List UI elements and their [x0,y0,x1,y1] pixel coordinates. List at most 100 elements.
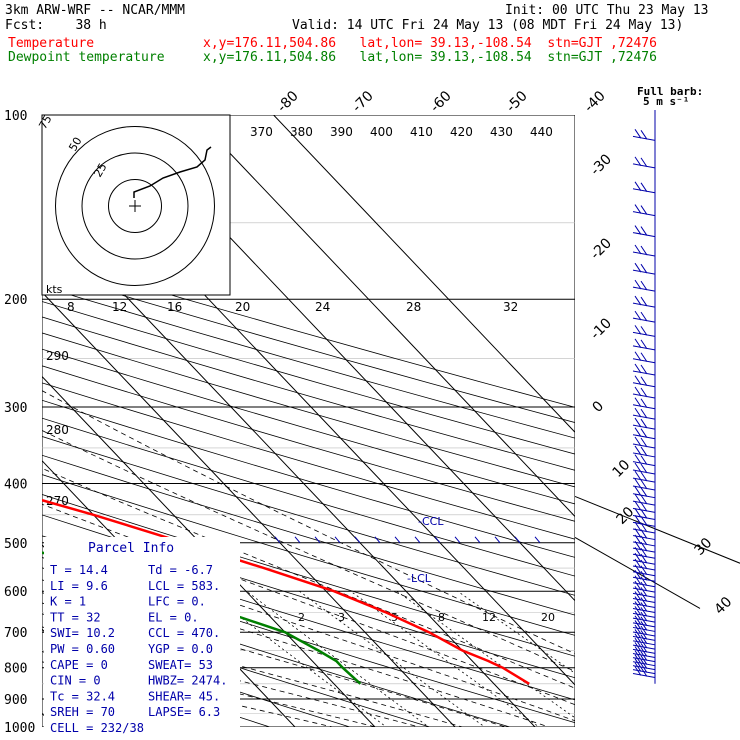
wind-barb [632,351,656,364]
wind-barb-500 [514,536,521,544]
hodograph-axis-label-12: 12 [112,300,127,314]
mixing-ratio-label-3: 3 [338,611,345,624]
isotherm-label-0: 0 [590,398,608,416]
wind-barb [632,225,656,238]
dry-adiabat-420 [42,316,575,471]
wind-barb [632,470,656,483]
wind-barb [632,310,656,323]
theta-label-390: 390 [330,125,353,139]
isotherm-label--50: -50 [503,88,530,115]
wind-barb-500 [474,536,481,544]
wind-barb [632,407,656,420]
dry-adiabat-340 [42,454,575,616]
diagram-outline [574,495,740,609]
dry-adiabat-440 [42,285,575,439]
wind-barb-500 [414,536,421,544]
theta-label-left-280: 280 [46,423,69,437]
wind-barb-500 [534,536,541,544]
theta-label-left-290: 290 [46,349,69,363]
wind-barb-500 [434,536,441,544]
wind-barb [632,386,656,399]
parcel-row-left: T = 14.4 [50,563,108,577]
dry-adiabat-390 [42,365,575,522]
parcel-row-left: PW = 0.60 [50,642,115,656]
wind-barb [632,501,656,513]
dry-adiabat-330 [42,474,575,636]
wind-barb [632,486,656,499]
lcl-label: -LCL [407,572,432,585]
dry-adiabat-400 [42,348,575,505]
full-barb-units: 5 m s⁻¹ [643,95,690,108]
parcel-row-left: SREH = 70 [50,705,115,719]
hodograph-frame [41,114,231,296]
theta-label-410: 410 [410,125,433,139]
isotherm-label--70: -70 [349,88,376,115]
pressure-label-200: 200 [4,293,27,308]
wind-barb-500 [454,536,461,544]
theta-label-430: 430 [490,125,513,139]
wind-barb [632,295,656,308]
hodograph-axis-label-16: 16 [167,300,182,314]
parcel-title: Parcel Info [88,541,174,556]
dry-adiabat-320 [42,493,575,657]
isotherm-label--10: -10 [588,315,615,342]
mixing-ratio-3 [246,590,430,727]
temperature-label: Temperature [8,36,95,51]
pressure-label-100: 100 [4,109,27,124]
pressure-label-600: 600 [4,585,27,600]
wind-barb [632,528,656,541]
dry-adiabat-270 [42,602,432,727]
dry-adiabat-350 [42,436,575,596]
wind-barb-500 [274,536,281,544]
wind-barb [632,515,656,527]
wind-barb-500 [334,536,341,544]
isotherm-label-40: 40 [712,594,736,618]
moist-adiabat-15 [42,567,551,727]
hodograph-axis-label-20: 20 [235,300,250,314]
wind-barb-500 [394,536,401,544]
hodograph-ring-25 [108,179,162,233]
parcel-row-left: CAPE = 0 [50,658,108,672]
mixing-ratio-label-20: 20 [541,611,555,624]
forecast-hour: Fcst: 38 h [5,18,107,33]
mixing-ratio-20 [457,590,575,674]
theta-label-440: 440 [530,125,553,139]
parcel-row-left: TT = 32 [50,610,101,624]
isotherm-50 [273,115,575,433]
isotherm-label--20: -20 [588,235,615,262]
parcel-row-right: LFC = 0. [148,595,206,609]
ccl-label: -CCL [418,515,444,528]
isotherm-label--60: -60 [427,88,454,115]
pressure-label-500: 500 [4,537,27,552]
model-title: 3km ARW-WRF -- NCAR/MMM [5,3,186,18]
isotherm-label--40: -40 [581,88,608,115]
mixing-ratio-label-12: 12 [482,611,496,624]
wind-barb-500 [374,536,381,544]
parcel-row-left: Tc = 32.4 [50,689,115,703]
isotherm-40 [193,115,575,518]
temperature-location: x,y=176.11,504.86 lat,lon= 39.13,-108.54… [203,36,657,51]
parcel-row-left: CELL = 232/38 [50,721,144,735]
parcel-row-right: HWBZ= 2474. [148,674,227,688]
mixing-ratio-label-8: 8 [438,611,445,624]
hodograph-ring-75 [55,126,215,286]
isotherm-label--80: -80 [274,88,301,115]
hodograph-ring-label-75: 75 [36,113,54,132]
parcel-row-left: SWI= 10.2 [50,626,115,640]
pressure-label-800: 800 [4,662,27,677]
parcel-row-left: K = 1 [50,595,86,609]
wind-barb [632,279,656,292]
wind-barb [632,462,656,475]
parcel-row-right: LCL = 583. [148,579,220,593]
wind-barb [632,445,656,458]
wind-barb [632,244,656,257]
wind-barb [632,204,656,217]
dry-adiabat-450 [42,270,575,423]
isotherm-0 [42,291,456,727]
hodograph-axis-label-8: 8 [67,300,75,314]
pressure-label-300: 300 [4,401,27,416]
dry-adiabat-260 [42,626,352,727]
wind-barb [632,558,656,571]
parcel-row-right: SWEAT= 53 [148,658,213,672]
hodograph-ring-label-25: 25 [91,161,109,180]
